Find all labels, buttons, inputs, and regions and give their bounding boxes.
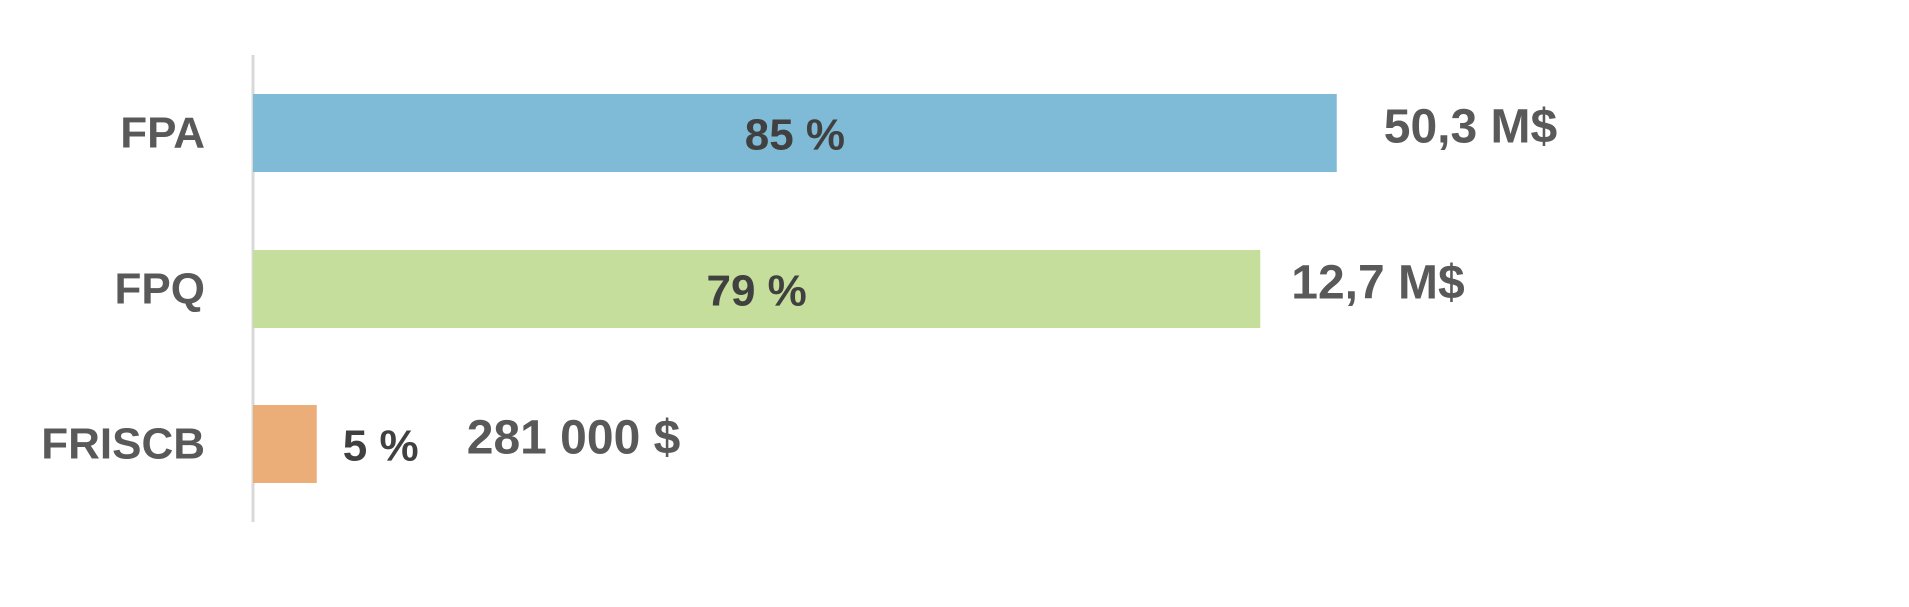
amount-label-fpq: 12,7 M$ <box>1291 257 1465 310</box>
category-label-friscb: FRISCB <box>41 420 205 469</box>
category-label-fpq: FPQ <box>115 265 205 314</box>
amount-label-fpa: 50,3 M$ <box>1384 101 1558 154</box>
value-label-friscb: 5 % <box>343 422 419 471</box>
category-label-fpa: FPA <box>120 109 205 158</box>
bar-friscb <box>253 405 317 483</box>
amount-label-friscb: 281 000 $ <box>467 412 681 465</box>
value-label-fpq: 79 % <box>706 267 806 316</box>
bar-fpa <box>253 94 1337 172</box>
value-label-fpa: 85 % <box>745 111 845 160</box>
bar-fpq <box>253 250 1261 328</box>
